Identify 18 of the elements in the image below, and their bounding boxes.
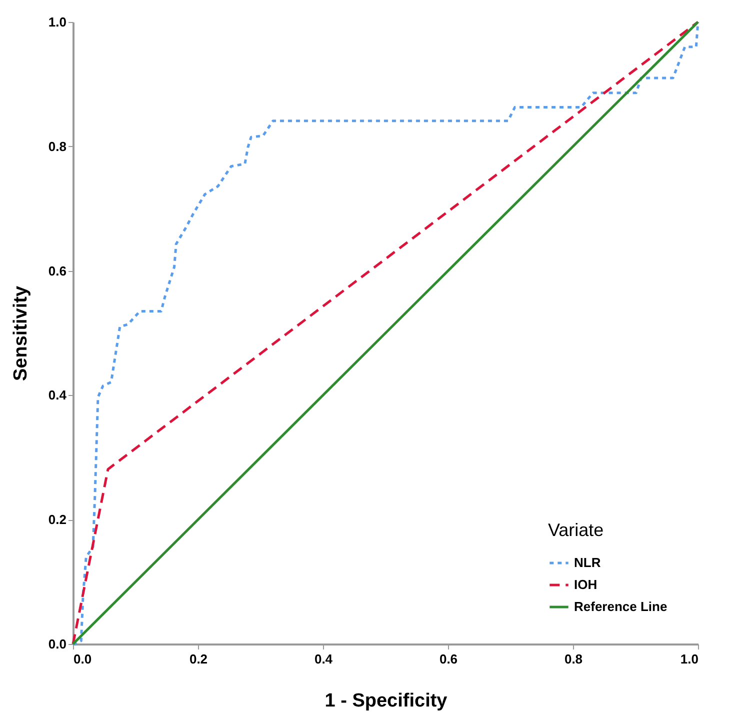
legend-label: Reference Line [574,599,668,614]
y-tick-label: 0.2 [48,512,66,528]
x-tick-label: 0.0 [74,652,92,666]
x-tick-label: 0.6 [439,652,458,666]
y-tick-label: 0.6 [48,263,66,278]
x-tick-label: 0.4 [314,652,334,666]
y-axis-title: Sensitivity [10,286,32,382]
legend-title: Variate [548,520,604,540]
x-tick-label: 0.8 [564,652,583,666]
legend-label: NLR [574,555,602,570]
y-tick-label: 0.8 [48,138,66,154]
x-tick-label: 0.2 [189,652,208,666]
x-axis-title: 1 - Specificity [324,690,448,712]
legend-label: IOH [574,577,598,592]
y-tick-label: 1.0 [48,14,66,30]
x-tick-label: 1.0 [680,652,698,666]
y-tick-label: 0.0 [48,636,66,652]
y-tick-label: 0.4 [48,388,68,403]
